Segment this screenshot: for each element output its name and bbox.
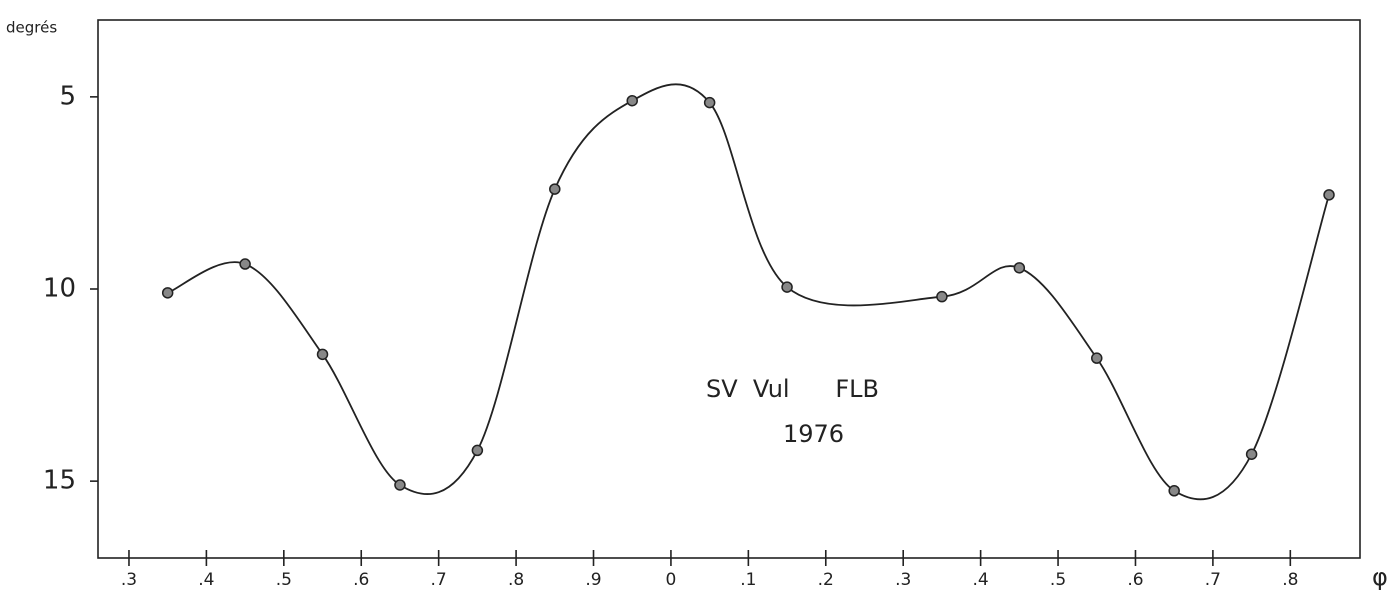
x-tick-label: .8 bbox=[1282, 570, 1298, 590]
x-tick-label: .4 bbox=[973, 570, 989, 590]
data-point bbox=[1323, 189, 1335, 201]
plot-frame bbox=[97, 19, 1361, 559]
annotation: 1976 bbox=[783, 420, 844, 448]
x-tick-label: .9 bbox=[585, 570, 601, 590]
x-tick-label: .4 bbox=[198, 570, 214, 590]
data-point bbox=[161, 287, 174, 299]
annotation: SV Vul FLB bbox=[706, 375, 879, 403]
data-point bbox=[316, 348, 329, 361]
x-tick-label: .1 bbox=[740, 570, 756, 590]
data-point bbox=[1245, 448, 1258, 460]
x-tick-label: .8 bbox=[508, 570, 524, 590]
x-tick-label: 0 bbox=[666, 570, 677, 590]
data-point bbox=[471, 444, 484, 457]
data-point bbox=[626, 94, 638, 107]
curve bbox=[167, 83, 1330, 501]
x-tick-label: .3 bbox=[121, 570, 137, 590]
x-tick-label: .6 bbox=[353, 570, 369, 590]
x-tick-label: .3 bbox=[895, 570, 911, 590]
x-tick-label: .5 bbox=[276, 570, 292, 590]
x-tick-label: .6 bbox=[1127, 570, 1143, 590]
data-point bbox=[549, 183, 561, 195]
y-axis-label: degrés bbox=[6, 19, 57, 37]
data-point bbox=[781, 281, 793, 293]
data-point bbox=[394, 479, 406, 491]
y-tick-label: 5 bbox=[59, 81, 76, 111]
y-tick-label: 10 bbox=[43, 274, 76, 304]
x-tick-label: .2 bbox=[818, 570, 834, 590]
x-tick-label: .7 bbox=[1205, 570, 1221, 590]
data-point bbox=[1168, 485, 1180, 497]
x-tick-label: .5 bbox=[1050, 570, 1066, 590]
y-tick-label: 15 bbox=[43, 466, 76, 496]
data-point bbox=[1091, 352, 1103, 364]
data-point bbox=[703, 96, 716, 109]
data-point bbox=[1013, 262, 1026, 274]
x-axis-label: φ bbox=[1372, 563, 1388, 591]
x-tick-label: .7 bbox=[431, 570, 447, 590]
data-point bbox=[239, 258, 251, 270]
data-point bbox=[936, 290, 948, 303]
